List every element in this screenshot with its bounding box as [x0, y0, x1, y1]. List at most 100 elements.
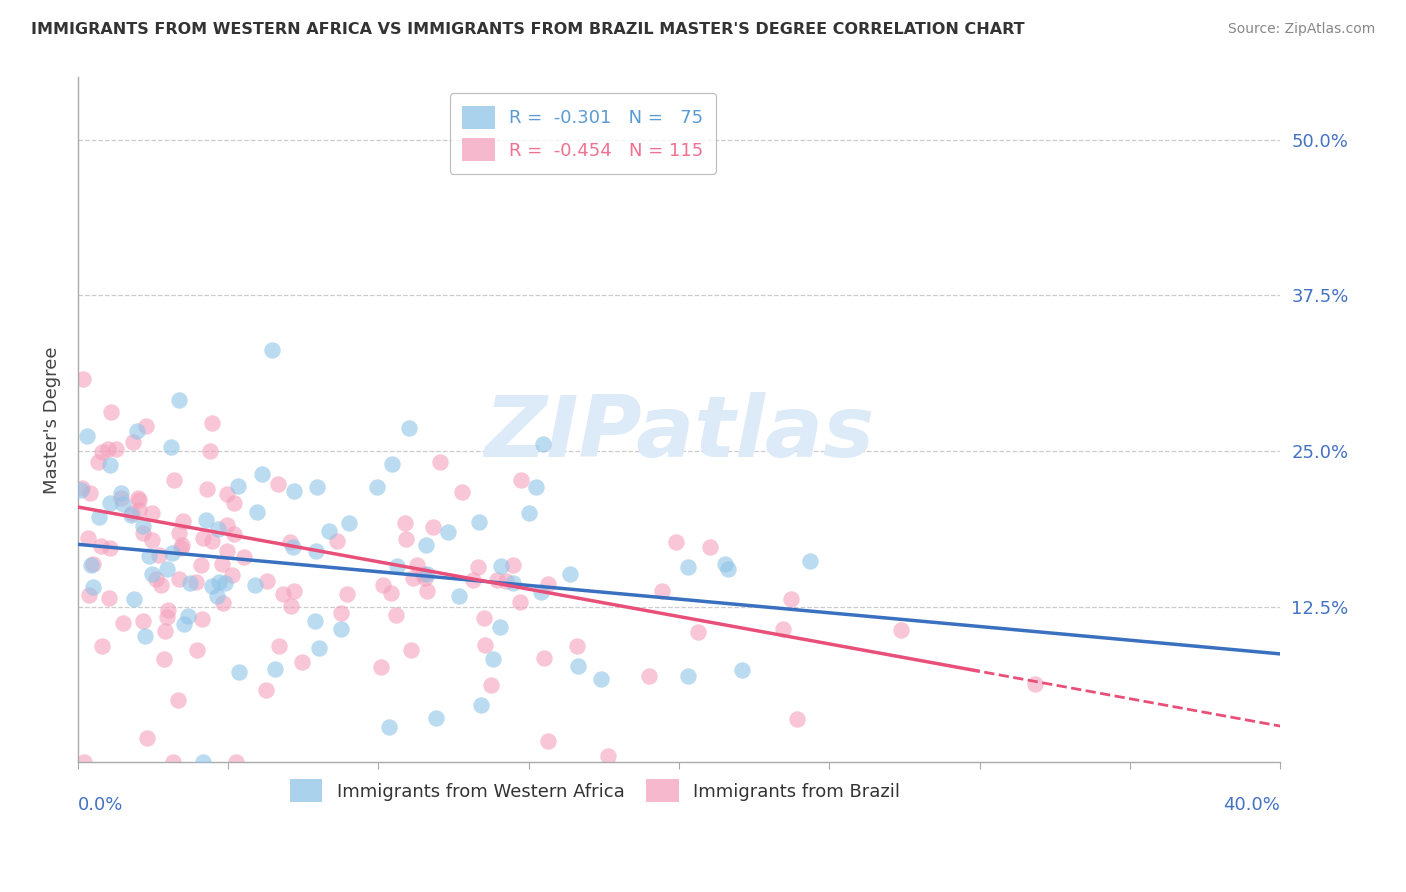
Point: [250, 467, 273, 481]
Point: [173, 616, 195, 631]
Point: [401, 642, 423, 657]
Point: [638, 669, 661, 683]
Point: [121, 506, 143, 520]
Point: [283, 540, 305, 554]
Point: [394, 516, 416, 530]
Point: [98, 496, 121, 510]
Point: [98, 458, 121, 473]
Point: [97, 442, 120, 456]
Point: [799, 554, 821, 568]
Point: [195, 483, 218, 497]
Point: [105, 442, 128, 456]
Point: [207, 522, 229, 536]
Point: [502, 576, 524, 591]
Point: [221, 568, 243, 582]
Point: [336, 587, 359, 601]
Point: [330, 622, 353, 636]
Point: [217, 487, 239, 501]
Point: [402, 570, 425, 584]
Point: [89, 509, 111, 524]
Point: [467, 559, 489, 574]
Point: [76, 429, 98, 443]
Point: [160, 441, 183, 455]
Point: [141, 506, 163, 520]
Point: [72, 371, 94, 385]
Point: [111, 615, 134, 630]
Point: [307, 480, 329, 494]
Point: [169, 393, 191, 408]
Point: [127, 491, 149, 505]
Point: [228, 665, 250, 680]
Point: [155, 562, 177, 576]
Point: [243, 578, 266, 592]
Point: [264, 662, 287, 676]
Point: [531, 436, 554, 450]
Point: [598, 748, 620, 763]
Point: [713, 558, 735, 572]
Point: [82, 580, 104, 594]
Point: [413, 571, 436, 585]
Point: [384, 608, 406, 623]
Point: [510, 473, 533, 487]
Point: [280, 599, 302, 613]
Point: [134, 630, 156, 644]
Point: [678, 559, 700, 574]
Point: [122, 592, 145, 607]
Point: [198, 443, 221, 458]
Point: [167, 526, 190, 541]
Point: [153, 652, 176, 666]
Point: [472, 611, 495, 625]
Point: [412, 567, 434, 582]
Point: [190, 558, 212, 572]
Point: [145, 573, 167, 587]
Point: [366, 480, 388, 494]
Point: [699, 541, 721, 555]
Point: [395, 532, 418, 546]
Point: [150, 578, 173, 592]
Point: [246, 505, 269, 519]
Point: [131, 614, 153, 628]
Point: [215, 544, 238, 558]
Point: [304, 614, 326, 628]
Point: [125, 424, 148, 438]
Point: [429, 454, 451, 468]
Point: [517, 506, 540, 520]
Point: [170, 537, 193, 551]
Point: [211, 596, 233, 610]
Point: [479, 678, 502, 692]
Point: [169, 541, 191, 556]
Point: [385, 559, 408, 574]
Point: [79, 588, 101, 602]
Point: [665, 535, 688, 549]
Point: [509, 595, 531, 609]
Point: [415, 538, 437, 552]
Point: [378, 720, 401, 734]
Point: [370, 660, 392, 674]
Point: [82, 558, 104, 572]
Point: [470, 698, 492, 712]
Point: [450, 485, 472, 500]
Point: [176, 609, 198, 624]
Point: [100, 541, 122, 555]
Point: [256, 574, 278, 588]
Text: IMMIGRANTS FROM WESTERN AFRICA VS IMMIGRANTS FROM BRAZIL MASTER'S DEGREE CORRELA: IMMIGRANTS FROM WESTERN AFRICA VS IMMIGR…: [31, 22, 1025, 37]
Point: [201, 416, 224, 430]
Point: [191, 756, 214, 770]
Text: Source: ZipAtlas.com: Source: ZipAtlas.com: [1227, 22, 1375, 37]
Point: [495, 574, 517, 589]
Point: [283, 584, 305, 599]
Point: [373, 578, 395, 592]
Point: [90, 539, 112, 553]
Point: [567, 659, 589, 673]
Point: [325, 534, 347, 549]
Point: [717, 562, 740, 576]
Point: [468, 515, 491, 529]
Point: [269, 640, 291, 654]
Point: [136, 731, 159, 745]
Point: [191, 612, 214, 626]
Point: [141, 567, 163, 582]
Text: ZIPatlas: ZIPatlas: [484, 392, 875, 475]
Point: [172, 514, 194, 528]
Point: [201, 579, 224, 593]
Point: [305, 543, 328, 558]
